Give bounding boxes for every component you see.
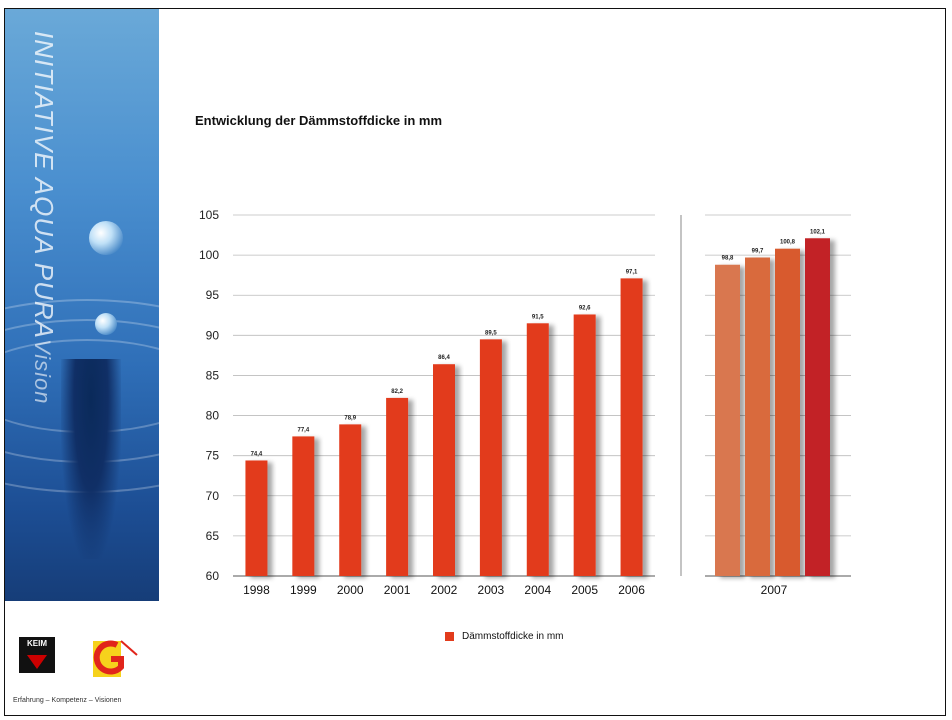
company-tagline: Erfahrung – Kompetenz – Visionen (13, 697, 122, 704)
bar-value-label: 77,4 (297, 427, 309, 433)
x-tick-label: 1998 (243, 583, 270, 597)
chart-title: Entwicklung der Dämmstoffdicke in mm (195, 113, 443, 128)
bar (245, 460, 268, 576)
water-splash (61, 359, 121, 559)
bar-value-label: 102,1 (810, 229, 826, 235)
bar-chart: 60 65 70 75 80 85 90 95 100 105 74,4 1998 77,4 1999 78… (199, 208, 851, 597)
legend-swatch (445, 631, 454, 641)
water-drop-icon (95, 313, 117, 335)
y-tick-label: 70 (206, 489, 220, 503)
y-tick-label: 65 (206, 529, 220, 543)
bar (620, 278, 643, 576)
bar-value-label: 98,8 (722, 256, 734, 262)
brand-sidebar: INITIATIVE AQUA PURAVision (5, 9, 159, 601)
bar (292, 436, 315, 576)
y-tick-label: 100 (199, 248, 219, 262)
y-tick-label: 90 (206, 328, 220, 342)
bar-value-label: 74,4 (251, 451, 263, 457)
bar-value-label: 91,5 (532, 314, 544, 320)
chart-legend: Dämmstoffdicke in mm (445, 631, 564, 642)
bar-value-label: 100,8 (780, 240, 796, 246)
bar-value-label: 92,6 (579, 305, 591, 311)
y-tick-label: 95 (206, 288, 220, 302)
y-tick-label: 80 (206, 409, 220, 423)
legend-label: Dämmstoffdicke in mm (462, 631, 564, 642)
y-tick-label: 60 (206, 569, 220, 583)
bar (386, 397, 409, 576)
bar (479, 339, 502, 576)
bar (339, 424, 362, 576)
bar-value-label: 78,9 (344, 415, 356, 421)
bar (433, 364, 455, 576)
keim-logo-triangle (27, 655, 47, 669)
bar-value-label: 89,5 (485, 330, 497, 336)
bar-value-label: 82,2 (391, 389, 403, 395)
x-tick-label: 2006 (618, 583, 645, 597)
bar (573, 314, 596, 576)
bar-2007 (775, 248, 800, 576)
slide-frame: INITIATIVE AQUA PURAVision KEIM Erfahrun… (4, 8, 946, 716)
y-tick-label: 75 (206, 449, 220, 463)
keim-logo-text: KEIM (27, 639, 47, 648)
bar-value-label: 99,7 (752, 249, 764, 255)
bar-2007 (805, 238, 830, 576)
x-tick-label: 2002 (431, 583, 458, 597)
x-tick-label: 2005 (571, 583, 598, 597)
bar-value-label: 97,1 (626, 269, 638, 275)
x-tick-label: 2004 (524, 583, 551, 597)
y-tick-label: 105 (199, 208, 219, 222)
x-tick-label: 2003 (478, 583, 505, 597)
y-tick-label: 85 (206, 368, 220, 382)
g-logo (93, 640, 138, 677)
bar (526, 323, 549, 576)
x-tick-label: 2000 (337, 583, 364, 597)
x-tick-label: 2001 (384, 583, 411, 597)
bar-value-label: 86,4 (438, 355, 450, 361)
x-tick-label-2007: 2007 (761, 583, 788, 597)
x-tick-label: 1999 (290, 583, 317, 597)
water-drop-icon (89, 221, 123, 255)
bar-2007 (745, 257, 770, 576)
bar-2007 (715, 264, 740, 576)
